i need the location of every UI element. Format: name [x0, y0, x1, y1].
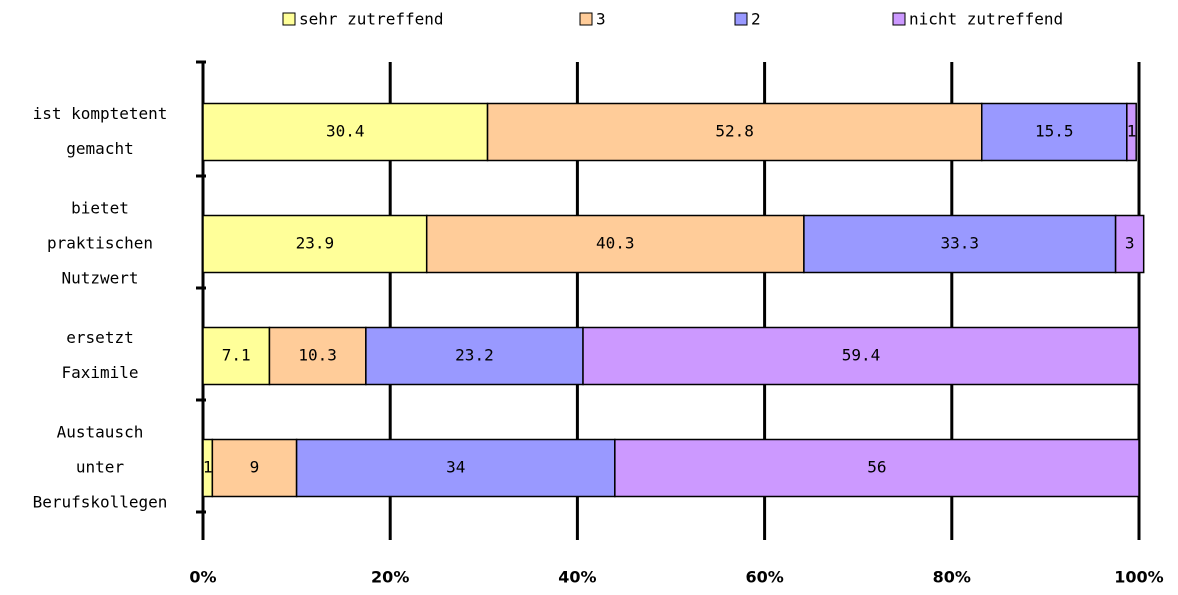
data-label: 1	[1127, 122, 1137, 141]
bar-segment	[614, 438, 1140, 498]
data-label: 1	[203, 458, 213, 477]
y-tick-label: ersetzt	[66, 328, 133, 347]
bar-segment	[202, 102, 489, 162]
x-tick-label: 0%	[189, 568, 216, 587]
y-tick-label: gemacht	[66, 139, 133, 158]
bar-segment	[202, 214, 428, 274]
data-label: 15.5	[1035, 122, 1074, 141]
y-tick-label: unter	[76, 458, 125, 477]
data-label: 40.3	[596, 234, 635, 253]
y-tick-label: Berufskollegen	[33, 493, 168, 512]
y-tick-label: ist komptetent	[33, 104, 168, 123]
bar-segment	[1114, 214, 1145, 274]
legend-label: nicht zutreffend	[909, 10, 1063, 29]
y-tick-label: Austausch	[57, 423, 144, 442]
y-tick-label: Faximile	[61, 363, 138, 382]
data-label: 9	[250, 458, 260, 477]
data-label: 33.3	[940, 234, 979, 253]
data-label: 30.4	[326, 122, 365, 141]
data-label: 59.4	[842, 346, 881, 365]
legend-swatch	[892, 12, 906, 26]
bar-segment	[1126, 102, 1137, 162]
legend-swatch	[579, 12, 593, 26]
y-tick-label: Nutzwert	[61, 269, 138, 288]
bar-segment	[268, 326, 367, 386]
data-label: 23.2	[455, 346, 494, 365]
bar-segment	[211, 438, 298, 498]
bar-segment	[486, 102, 983, 162]
legend-label: 3	[596, 10, 606, 29]
legend-label: sehr zutreffend	[299, 10, 444, 29]
x-tick-label: 60%	[745, 568, 783, 587]
data-label: 34	[446, 458, 465, 477]
bar-segment	[202, 326, 271, 386]
x-tick-label: 40%	[558, 568, 596, 587]
y-tick-label: praktischen	[47, 234, 153, 253]
legend-swatch	[734, 12, 748, 26]
bar-segment	[582, 326, 1140, 386]
data-label: 7.1	[222, 346, 251, 365]
legend-swatch	[282, 12, 296, 26]
x-tick-label: 80%	[933, 568, 971, 587]
x-tick-label: 20%	[371, 568, 409, 587]
y-tick-label: bietet	[71, 199, 129, 218]
data-label: 52.8	[715, 122, 754, 141]
data-label: 3	[1125, 234, 1135, 253]
bar-segment	[365, 326, 584, 386]
bar-segment	[295, 438, 616, 498]
data-label: 56	[867, 458, 886, 477]
legend-label: 2	[751, 10, 761, 29]
x-tick-label: 100%	[1114, 568, 1163, 587]
data-label: 10.3	[298, 346, 337, 365]
data-label: 23.9	[296, 234, 335, 253]
